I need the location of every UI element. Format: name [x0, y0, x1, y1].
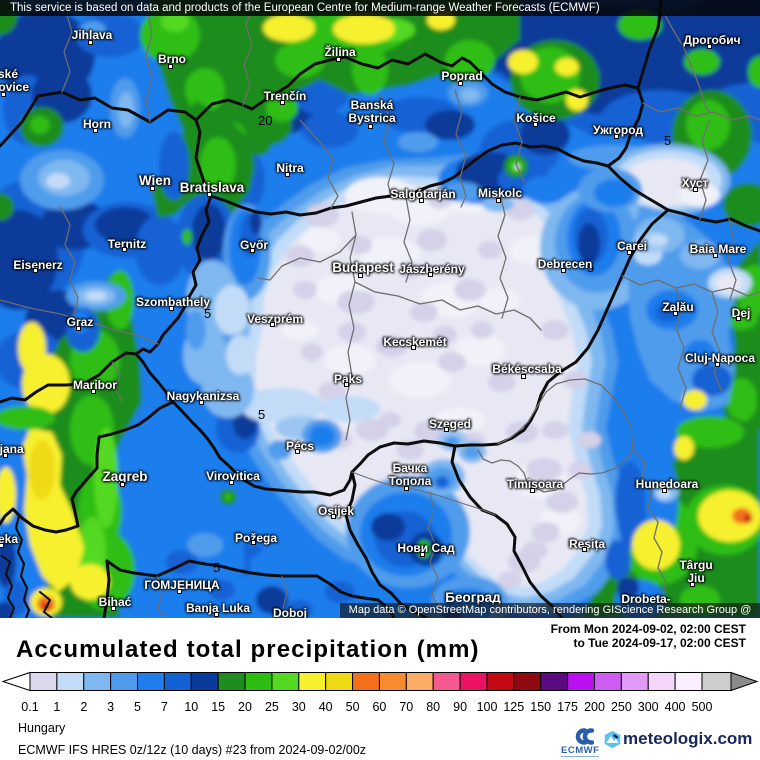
svg-text:40: 40 [319, 700, 333, 714]
svg-text:60: 60 [372, 700, 386, 714]
svg-text:175: 175 [557, 700, 578, 714]
svg-text:300: 300 [638, 700, 659, 714]
svg-text:3: 3 [107, 700, 114, 714]
svg-text:30: 30 [292, 700, 306, 714]
svg-text:400: 400 [665, 700, 686, 714]
svg-text:5: 5 [664, 133, 671, 148]
svg-text:2: 2 [80, 700, 87, 714]
svg-text:80: 80 [426, 700, 440, 714]
svg-text:25: 25 [265, 700, 279, 714]
svg-text:20: 20 [238, 700, 252, 714]
svg-text:15: 15 [211, 700, 225, 714]
svg-text:200: 200 [584, 700, 605, 714]
svg-text:90: 90 [453, 700, 467, 714]
svg-text:250: 250 [611, 700, 632, 714]
svg-text:100: 100 [477, 700, 498, 714]
svg-text:1: 1 [53, 700, 60, 714]
svg-text:5: 5 [587, 260, 594, 275]
svg-text:125: 125 [503, 700, 524, 714]
svg-text:5: 5 [134, 700, 141, 714]
svg-text:10: 10 [184, 700, 198, 714]
svg-text:5: 5 [258, 407, 265, 422]
svg-text:50: 50 [346, 700, 360, 714]
svg-text:7: 7 [161, 700, 168, 714]
svg-text:5: 5 [213, 560, 220, 575]
svg-text:20: 20 [258, 113, 272, 128]
svg-text:500: 500 [692, 700, 713, 714]
svg-text:5: 5 [204, 306, 211, 321]
svg-text:150: 150 [530, 700, 551, 714]
svg-text:70: 70 [399, 700, 413, 714]
svg-text:0.1: 0.1 [21, 700, 38, 714]
